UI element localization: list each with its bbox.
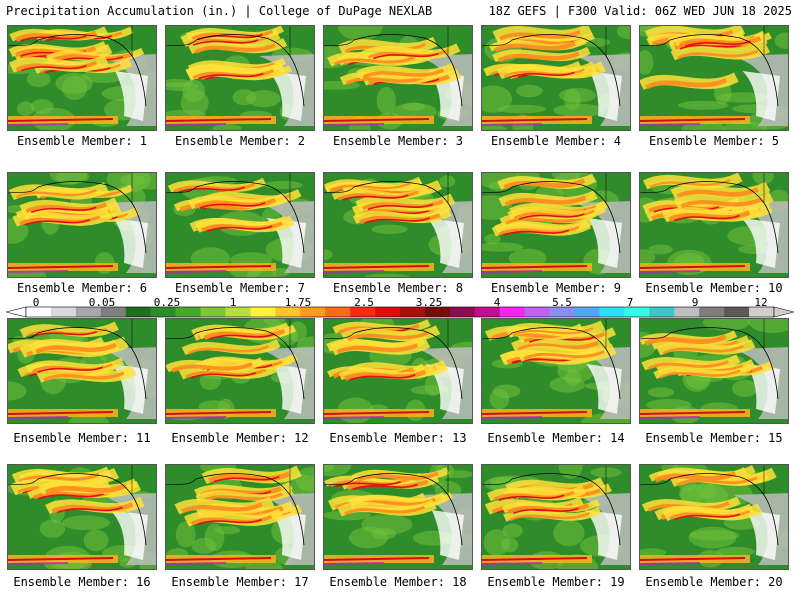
ensemble-member-label: Ensemble Member: 14 — [487, 431, 625, 445]
colorbar-tick-label: 0.05 — [88, 296, 116, 309]
ensemble-member-label: Ensemble Member: 8 — [332, 281, 464, 295]
ensemble-member-label: Ensemble Member: 17 — [171, 575, 309, 589]
ensemble-member-label: Ensemble Member: 13 — [329, 431, 467, 445]
ensemble-member-label: Ensemble Member: 5 — [648, 134, 780, 148]
colorbar-tick-label: 0.25 — [153, 296, 181, 309]
ensemble-member-map-12 — [165, 318, 315, 424]
ensemble-member-label: Ensemble Member: 10 — [645, 281, 783, 295]
ensemble-member-label: Ensemble Member: 9 — [490, 281, 622, 295]
colorbar-tick-label: 7 — [626, 296, 634, 309]
colorbar-tick-label: 1.75 — [284, 296, 312, 309]
ensemble-member-map-15 — [639, 318, 789, 424]
ensemble-member-map-8 — [323, 172, 473, 278]
ensemble-member-map-3 — [323, 25, 473, 131]
ensemble-member-map-17 — [165, 464, 315, 570]
colorbar-tick-label: 4 — [493, 296, 501, 309]
ensemble-member-map-13 — [323, 318, 473, 424]
ensemble-member-label: Ensemble Member: 7 — [174, 281, 306, 295]
colorbar-tick-label: 5.5 — [552, 296, 572, 309]
ensemble-member-map-2 — [165, 25, 315, 131]
ensemble-member-map-9 — [481, 172, 631, 278]
ensemble-member-label: Ensemble Member: 19 — [487, 575, 625, 589]
ensemble-member-map-20 — [639, 464, 789, 570]
ensemble-member-map-1 — [7, 25, 157, 131]
colorbar-tick-label: 1 — [229, 296, 237, 309]
ensemble-member-map-16 — [7, 464, 157, 570]
ensemble-member-label: Ensemble Member: 18 — [329, 575, 467, 589]
ensemble-member-map-18 — [323, 464, 473, 570]
colorbar-tick-label: 0 — [32, 296, 40, 309]
colorbar-tick-label: 9 — [691, 296, 699, 309]
colorbar-tick-label: 2.5 — [354, 296, 374, 309]
precip-colorbar — [6, 306, 794, 318]
ensemble-member-map-7 — [165, 172, 315, 278]
ensemble-member-map-6 — [7, 172, 157, 278]
ensemble-member-map-11 — [7, 318, 157, 424]
ensemble-member-label: Ensemble Member: 6 — [16, 281, 148, 295]
ensemble-member-label: Ensemble Member: 12 — [171, 431, 309, 445]
ensemble-member-label: Ensemble Member: 3 — [332, 134, 464, 148]
ensemble-member-label: Ensemble Member: 20 — [645, 575, 783, 589]
ensemble-member-label: Ensemble Member: 15 — [645, 431, 783, 445]
ensemble-member-map-14 — [481, 318, 631, 424]
ensemble-member-label: Ensemble Member: 2 — [174, 134, 306, 148]
colorbar-tick-label: 3.25 — [415, 296, 443, 309]
ensemble-member-map-5 — [639, 25, 789, 131]
colorbar-tick-label: 12 — [754, 296, 768, 309]
map-title: Precipitation Accumulation (in.) | Colle… — [6, 4, 433, 18]
ensemble-member-label: Ensemble Member: 16 — [13, 575, 151, 589]
ensemble-member-map-10 — [639, 172, 789, 278]
model-valid-time: 18Z GEFS | F300 Valid: 06Z WED JUN 18 20… — [488, 4, 792, 18]
ensemble-member-map-4 — [481, 25, 631, 131]
ensemble-member-map-19 — [481, 464, 631, 570]
ensemble-member-label: Ensemble Member: 1 — [16, 134, 148, 148]
ensemble-member-label: Ensemble Member: 4 — [490, 134, 622, 148]
ensemble-member-label: Ensemble Member: 11 — [13, 431, 151, 445]
